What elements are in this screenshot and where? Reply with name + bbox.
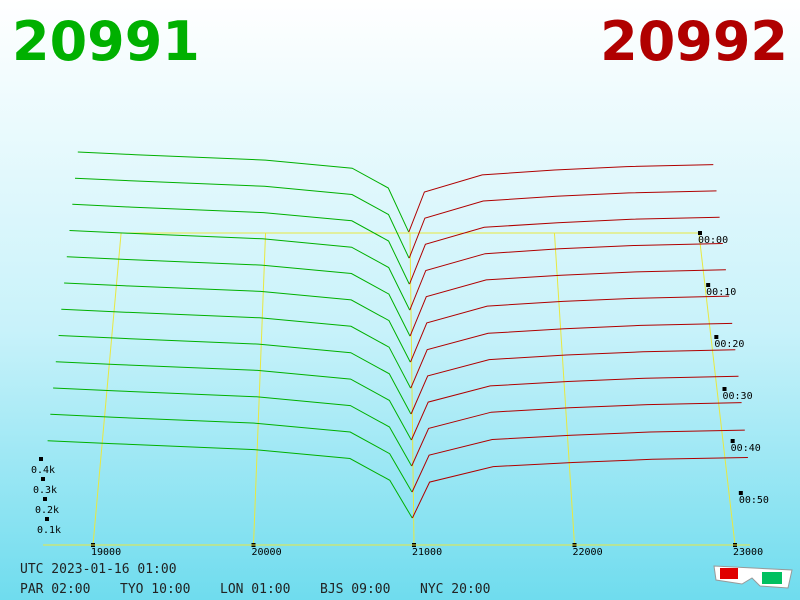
green-lens	[762, 572, 782, 584]
utc-time: UTC 2023-01-16 01:00	[20, 562, 177, 577]
tick-mark	[738, 491, 743, 495]
x-tick-label: 22000	[573, 547, 603, 558]
clock: BJS 09:00	[320, 582, 390, 597]
bid-depth-line	[55, 361, 412, 441]
ask-depth-line	[411, 457, 748, 519]
ask-depth-line	[409, 269, 726, 337]
tick-mark	[706, 283, 711, 287]
grid-line	[698, 232, 736, 546]
ask-depth-line	[408, 164, 714, 233]
y-tick-label: 0.3k	[33, 485, 57, 496]
plot: 19000 20000 21000 22000 23000 0.1k 0.2k 0.3k 0.4…	[31, 151, 769, 558]
grid-line	[553, 232, 575, 546]
x-tick-label: 20000	[252, 547, 282, 558]
x-tick-label: 19000	[91, 547, 121, 558]
bid-depth-line	[66, 256, 411, 337]
tick-mark	[714, 335, 719, 339]
tick-mark	[45, 517, 49, 521]
tick-mark	[722, 387, 727, 391]
y-tick-label: 0.1k	[37, 525, 61, 536]
clock: PAR 02:00	[20, 582, 90, 597]
tick-mark	[39, 457, 43, 461]
ask-depth-line	[410, 295, 730, 363]
ask-price: 20992	[600, 10, 788, 73]
ask-depth-line	[411, 429, 745, 493]
ask-depth-line	[409, 216, 720, 285]
bid-depth-line	[61, 308, 412, 389]
bid-depth-line	[50, 413, 413, 493]
tick-mark	[698, 231, 702, 235]
ask-depth-line	[411, 402, 742, 467]
y-tick-label: 0.4k	[31, 465, 55, 476]
ask-depth-line	[409, 243, 723, 311]
ask-depth-line	[410, 375, 739, 441]
bid-depth-line	[77, 151, 410, 233]
tick-mark	[43, 497, 47, 501]
bid-depth-line	[64, 282, 411, 363]
bid-depth-line	[74, 177, 410, 259]
bid-depth-line	[72, 203, 410, 285]
ask-depth-line	[408, 190, 717, 259]
time-tick-label: 00:50	[739, 495, 769, 506]
time-tick-label: 00:30	[723, 391, 753, 402]
clock: NYC 20:00	[420, 582, 490, 597]
bid-depth-line	[53, 387, 413, 467]
time-tick-label: 00:40	[731, 443, 761, 454]
red-lens	[720, 568, 738, 579]
clock: TYO 10:00	[120, 582, 190, 597]
tick-mark	[730, 439, 735, 443]
grid-line	[409, 232, 415, 546]
bid-depth-line	[69, 230, 411, 311]
x-tick-label: 21000	[412, 547, 442, 558]
bid-price: 20991	[12, 10, 200, 73]
bid-depth-line	[47, 440, 413, 519]
bid-depth-line	[58, 335, 412, 415]
clock: LON 01:00	[220, 582, 290, 597]
ask-depth-line	[410, 322, 733, 389]
grid-line	[253, 232, 267, 546]
tick-mark	[41, 477, 45, 481]
x-tick-label: 23000	[733, 547, 763, 558]
y-tick-label: 0.2k	[35, 505, 59, 516]
glasses-icon	[713, 565, 793, 589]
time-tick-label: 00:00	[698, 235, 728, 246]
time-tick-label: 00:10	[706, 287, 736, 298]
time-tick-label: 00:20	[714, 339, 744, 350]
ask-depth-line	[410, 349, 736, 415]
